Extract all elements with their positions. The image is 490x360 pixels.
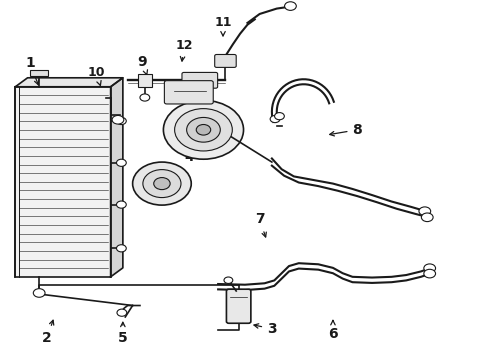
Text: 10: 10 (87, 66, 105, 85)
Circle shape (117, 117, 126, 125)
FancyBboxPatch shape (226, 289, 251, 323)
Circle shape (421, 213, 433, 222)
Text: 2: 2 (42, 320, 54, 345)
Circle shape (33, 289, 45, 297)
Circle shape (224, 277, 233, 283)
Circle shape (419, 207, 431, 216)
Circle shape (274, 113, 284, 120)
Circle shape (117, 159, 126, 166)
Text: 12: 12 (175, 39, 193, 61)
Circle shape (133, 162, 191, 205)
Text: 7: 7 (255, 212, 266, 237)
Text: 6: 6 (328, 320, 338, 341)
Polygon shape (15, 78, 123, 87)
Text: 4: 4 (184, 143, 194, 164)
Bar (30, 69, 48, 76)
Circle shape (117, 201, 126, 208)
Circle shape (117, 245, 126, 252)
Text: 9: 9 (138, 55, 147, 75)
FancyBboxPatch shape (164, 81, 213, 104)
Circle shape (163, 100, 244, 159)
Text: 3: 3 (254, 322, 277, 336)
Text: 11: 11 (214, 16, 232, 36)
FancyBboxPatch shape (215, 54, 236, 67)
Text: 8: 8 (330, 123, 362, 137)
Circle shape (154, 177, 170, 190)
Circle shape (143, 170, 181, 198)
Bar (138, 74, 152, 87)
Polygon shape (111, 78, 123, 277)
Circle shape (174, 109, 232, 151)
Circle shape (112, 116, 124, 124)
Circle shape (270, 116, 280, 123)
Text: 5: 5 (118, 322, 128, 345)
Text: 1: 1 (25, 57, 39, 85)
Circle shape (187, 117, 220, 142)
Circle shape (424, 264, 436, 273)
Circle shape (140, 94, 150, 101)
Circle shape (424, 269, 436, 278)
Circle shape (285, 2, 296, 10)
Circle shape (117, 309, 127, 316)
FancyBboxPatch shape (182, 72, 218, 88)
Bar (15, 87, 111, 277)
Circle shape (196, 125, 211, 135)
